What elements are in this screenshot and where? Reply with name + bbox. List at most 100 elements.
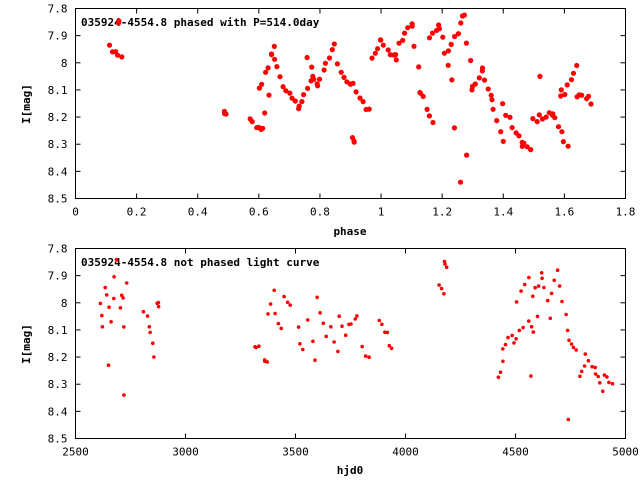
data-point [501, 359, 505, 364]
data-point [377, 37, 384, 43]
data-point [448, 41, 454, 48]
x-tick-label: 3000 [172, 446, 199, 459]
data-point [273, 311, 277, 316]
data-point [372, 50, 378, 56]
y-tick-label: 8.4 [48, 405, 68, 418]
data-point [334, 61, 340, 67]
data-point [315, 295, 319, 300]
data-point [586, 358, 591, 363]
y-tick-label: 8.5 [48, 433, 68, 446]
phased-light-curve-panel: 035924-4554.8 phased with P=514.0day pha… [20, 3, 635, 239]
data-point [566, 417, 571, 422]
data-point [106, 363, 111, 368]
data-point [360, 344, 365, 349]
data-point [121, 296, 125, 300]
data-point [452, 33, 458, 40]
data-point [375, 46, 381, 52]
data-point [440, 34, 446, 40]
data-point [100, 313, 104, 318]
data-point [531, 294, 535, 299]
data-point [516, 133, 522, 139]
data-point [514, 337, 518, 341]
data-point [529, 374, 533, 378]
data-point [341, 74, 347, 80]
data-point [469, 87, 475, 93]
x-axis-label: hjd0 [337, 464, 364, 477]
data-point [119, 54, 125, 60]
data-point [510, 333, 514, 338]
chart-title: 035924-4554.8 not phased light curve [81, 256, 320, 269]
data-point [321, 321, 326, 326]
data-point [360, 99, 366, 105]
x-tick-label: 3500 [282, 446, 309, 459]
data-point [560, 139, 567, 145]
data-point [343, 333, 348, 338]
data-point [350, 80, 356, 86]
data-point [265, 65, 271, 71]
data-point [521, 325, 525, 330]
x-tick-label: 5000 [612, 446, 639, 459]
data-point [464, 152, 470, 158]
data-point [411, 43, 417, 49]
data-point [272, 288, 277, 293]
data-point [288, 303, 293, 307]
data-point [283, 88, 289, 94]
data-point [257, 344, 261, 349]
data-point [400, 37, 406, 43]
data-point [103, 285, 107, 290]
data-point [259, 81, 265, 87]
data-point [445, 48, 451, 54]
data-point [588, 101, 594, 107]
data-point [296, 106, 302, 112]
data-point [548, 316, 553, 321]
x-tick-label: 4000 [392, 446, 419, 459]
data-point [442, 292, 446, 296]
data-point [114, 257, 119, 262]
data-point [104, 293, 109, 297]
data-point [459, 13, 466, 19]
data-point [569, 342, 574, 346]
data-point [122, 393, 126, 397]
data-point [463, 40, 469, 46]
data-point [329, 47, 335, 53]
y-tick-label: 8.1 [48, 84, 68, 97]
data-point [441, 50, 447, 56]
data-point [313, 358, 317, 363]
data-point [500, 101, 506, 107]
data-point [555, 124, 562, 130]
data-point [337, 314, 342, 319]
data-point [539, 271, 544, 275]
data-point [332, 340, 336, 344]
data-point [152, 355, 156, 359]
data-point [420, 93, 426, 99]
data-point [318, 311, 322, 315]
data-point [304, 54, 310, 61]
data-point [602, 373, 607, 377]
data-point [528, 147, 534, 153]
data-point [115, 52, 121, 58]
data-point [514, 300, 519, 304]
data-point [109, 320, 113, 324]
data-point [122, 325, 126, 329]
data-point [156, 300, 161, 305]
y-tick-label: 7.9 [48, 270, 68, 283]
data-point [458, 20, 464, 26]
x-tick-label: 1.8 [616, 206, 636, 219]
data-point [355, 314, 359, 318]
data-point [543, 114, 549, 120]
data-point [503, 112, 509, 118]
y-tick-label: 8.2 [48, 351, 68, 364]
data-point [579, 369, 584, 374]
data-point [552, 115, 558, 121]
data-point [316, 76, 323, 82]
x-axis-label: phase [333, 225, 366, 238]
data-point [507, 114, 513, 120]
data-point [315, 83, 321, 89]
data-point [274, 64, 280, 70]
data-point [279, 326, 284, 331]
data-point [329, 325, 333, 329]
data-point [287, 90, 293, 96]
data-point [262, 110, 268, 116]
data-point [534, 119, 540, 125]
data-point [540, 276, 544, 281]
